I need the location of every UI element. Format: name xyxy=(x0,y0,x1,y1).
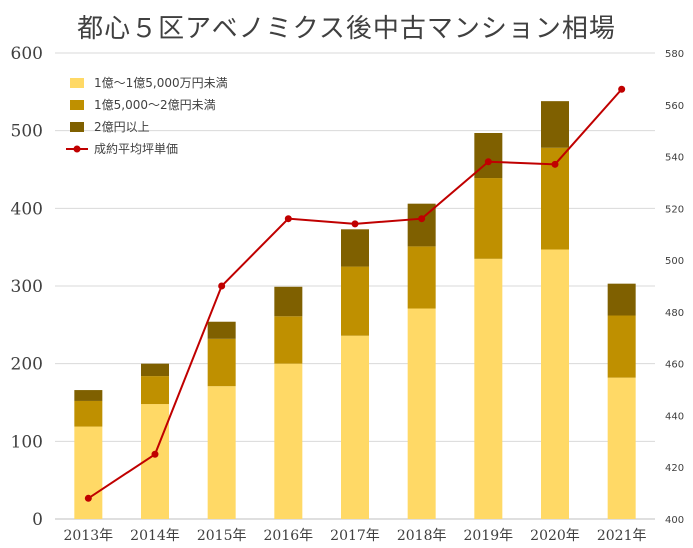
x-tick-label: 2021年 xyxy=(597,528,647,544)
y-left-tick-label: 600 xyxy=(11,44,43,64)
y-left-tick-label: 200 xyxy=(11,355,43,375)
price-point xyxy=(551,160,559,168)
price-point xyxy=(284,215,292,223)
price-point xyxy=(84,494,92,502)
bar-segment-2 xyxy=(274,316,303,364)
y-right-tick-label: 500 xyxy=(665,256,684,267)
bar-segment-3 xyxy=(141,363,169,377)
y-right-tick-label: 400 xyxy=(665,515,684,526)
y-right-tick-label: 580 xyxy=(665,49,684,60)
bar-segment-2 xyxy=(607,315,636,378)
bar-segment-1 xyxy=(74,426,103,519)
price-point xyxy=(618,85,626,93)
price-point xyxy=(418,215,426,223)
y-axis-left: 0 100 200 300 400 500 600 xyxy=(11,44,43,530)
bar-segment-1 xyxy=(207,386,236,519)
legend-swatch xyxy=(70,100,84,110)
y-left-tick-label: 100 xyxy=(11,432,43,452)
bar-segment-3 xyxy=(541,101,569,148)
bar-segment-1 xyxy=(274,363,303,519)
price-point xyxy=(484,158,492,166)
y-right-tick-label: 560 xyxy=(665,101,684,112)
x-axis: 2013年 2014年 2015年 2016年 2017年 2018年 2019年 2020年… xyxy=(64,528,647,544)
bar-segment-1 xyxy=(474,258,503,519)
bar-segment-2 xyxy=(74,400,103,427)
bar-segment-2 xyxy=(341,266,369,336)
bars xyxy=(74,101,636,519)
bar-segment-3 xyxy=(341,229,369,267)
legend-swatch xyxy=(70,122,84,132)
bar-segment-2 xyxy=(207,338,236,387)
y-right-tick-label: 420 xyxy=(665,463,684,474)
y-right-tick-label: 440 xyxy=(665,411,684,422)
x-tick-label: 2020年 xyxy=(530,528,580,544)
legend-label: 1億～1億5,000万円未満 xyxy=(94,76,228,90)
y-left-tick-label: 300 xyxy=(11,277,43,297)
x-tick-label: 2018年 xyxy=(397,528,447,544)
x-tick-label: 2015年 xyxy=(197,528,247,544)
x-tick-label: 2016年 xyxy=(264,528,314,544)
bar-segment-3 xyxy=(607,283,636,316)
bar-segment-1 xyxy=(341,335,369,519)
x-tick-label: 2014年 xyxy=(130,528,180,544)
bar-segment-3 xyxy=(207,321,236,339)
x-tick-label: 2017年 xyxy=(330,528,380,544)
y-axis-right: 400 420 440 460 480 500 520 540 560 580 xyxy=(665,49,684,526)
bar-segment-1 xyxy=(407,308,436,519)
x-tick-label: 2013年 xyxy=(64,528,114,544)
legend-label: 1億5,000～2億円未満 xyxy=(94,98,216,112)
chart-title: 都心５区アベノミクス後中古マンション相場 xyxy=(77,14,616,44)
y-left-tick-label: 400 xyxy=(11,199,43,219)
bar-segment-1 xyxy=(541,249,569,519)
legend-swatch xyxy=(70,78,84,88)
y-right-tick-label: 460 xyxy=(665,360,684,371)
bar-segment-2 xyxy=(407,246,436,309)
bar-segment-3 xyxy=(74,390,103,401)
bar-segment-2 xyxy=(474,178,503,259)
bar-segment-2 xyxy=(141,376,169,405)
y-left-tick-label: 500 xyxy=(11,122,43,142)
price-point xyxy=(151,450,159,458)
y-right-tick-label: 520 xyxy=(665,204,684,215)
bar-segment-3 xyxy=(274,286,303,317)
line-series xyxy=(84,85,626,502)
price-point xyxy=(351,220,359,228)
legend-label: 成約平均坪単価 xyxy=(94,141,178,156)
y-left-tick-label: 0 xyxy=(32,510,43,530)
legend-marker xyxy=(73,145,81,153)
legend-label: 2億円以上 xyxy=(94,120,150,134)
price-point xyxy=(218,282,226,290)
y-right-tick-label: 540 xyxy=(665,153,684,164)
x-tick-label: 2019年 xyxy=(464,528,514,544)
y-right-tick-label: 480 xyxy=(665,308,684,319)
bar-segment-1 xyxy=(607,377,636,519)
